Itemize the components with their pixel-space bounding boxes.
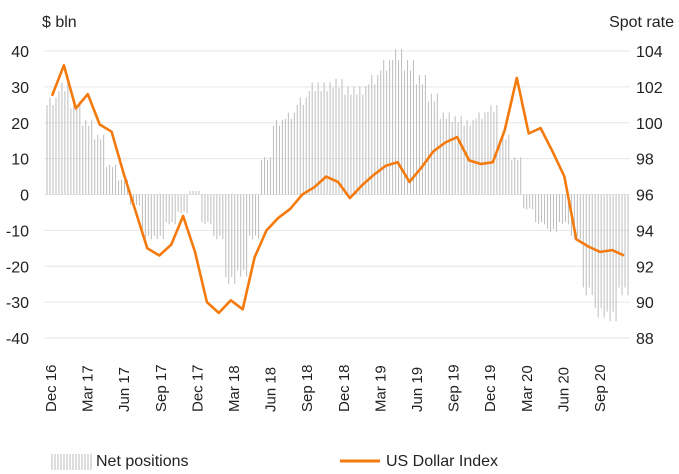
net-position-bar-Jun-20 — [547, 194, 557, 232]
right-tick-label: 92 — [636, 259, 654, 276]
net-position-bar-Dec-20 — [618, 194, 629, 296]
net-position-bar-Mar-18 — [225, 194, 236, 285]
left-tick-label: -20 — [6, 259, 29, 276]
net-position-bar-Jan-18 — [201, 194, 212, 225]
net-position-bar-Jan-19 — [344, 86, 355, 195]
net-position-bar-Oct-20 — [594, 194, 605, 318]
net-position-bar-Oct-18 — [308, 82, 319, 195]
net-position-bar-Feb-19 — [356, 86, 367, 195]
right-tick-label: 102 — [636, 80, 663, 97]
x-tick-label: Mar 19 — [372, 365, 389, 412]
net-position-bar-Sep-19 — [439, 112, 450, 195]
right-tick-label: 100 — [636, 116, 663, 133]
net-position-bar-Nov-20 — [606, 194, 617, 322]
net-position-bar-Apr-20 — [523, 194, 534, 210]
legend-label-net-positions: Net positions — [96, 453, 189, 470]
net-position-bar-Apr-18 — [237, 194, 248, 277]
x-tick-label: Mar 18 — [226, 365, 243, 412]
right-axis-ticks: 88 90 92 94 96 98 100 102 104 — [636, 44, 663, 348]
net-position-bar-Mar-19 — [368, 75, 379, 195]
net-position-bar-Feb-20 — [499, 134, 510, 195]
x-tick-label: Sep 18 — [299, 364, 316, 412]
left-tick-label: 10 — [11, 152, 29, 169]
net-position-bar-Dec-16 — [46, 97, 57, 195]
x-tick-label: Dec 16 — [43, 364, 60, 412]
net-position-bar-Oct-19 — [451, 116, 462, 195]
net-position-bar-Apr-19 — [380, 60, 391, 195]
left-axis-ticks: -40 -30 -20 -10 0 10 20 30 40 — [6, 44, 29, 348]
x-tick-label: Mar 20 — [519, 365, 536, 412]
net-position-bar-Nov-17 — [177, 194, 188, 214]
us-dollar-index-line — [50, 64, 625, 315]
right-tick-label: 90 — [636, 295, 654, 312]
x-axis-ticks: Dec 16 Mar 17 Jun 17 Sep 17 Dec 17 Mar 18 Jun … — [43, 364, 609, 412]
net-position-bar-Apr-17 — [94, 134, 105, 195]
legend-swatch-net-positions — [51, 454, 92, 470]
x-tick-label: Dec 17 — [189, 364, 206, 412]
right-tick-label: 94 — [636, 223, 654, 240]
left-tick-label: -30 — [6, 295, 29, 312]
gridlines — [44, 50, 630, 339]
net-position-bar-Jan-17 — [58, 82, 69, 195]
net-position-bar-Feb-17 — [70, 101, 81, 195]
net-position-bar-Jul-18 — [272, 119, 283, 195]
x-tick-label: Jun 18 — [263, 367, 280, 412]
net-position-bar-May-17 — [106, 164, 117, 195]
x-tick-label: Dec 19 — [482, 364, 499, 412]
net-position-bar-Jun-18 — [261, 157, 271, 195]
right-tick-label: 88 — [636, 331, 654, 348]
x-tick-label: Sep 17 — [153, 364, 170, 412]
net-position-bar-Aug-18 — [284, 112, 295, 195]
net-position-bar-May-19 — [392, 48, 403, 195]
x-tick-label: Jun 17 — [116, 367, 133, 412]
right-tick-label: 104 — [636, 44, 663, 61]
net-position-bar-Sep-17 — [153, 194, 164, 240]
legend: Net positions US Dollar Index — [51, 453, 498, 470]
net-position-bar-Dec-17 — [189, 190, 200, 195]
left-tick-label: 20 — [11, 116, 29, 133]
x-tick-label: Sep 20 — [592, 364, 609, 412]
left-axis-label: $ bln — [42, 14, 77, 31]
x-tick-label: Dec 18 — [336, 364, 353, 412]
right-tick-label: 96 — [636, 188, 654, 205]
left-tick-label: -40 — [6, 331, 29, 348]
net-position-bar-Jul-20 — [558, 194, 569, 225]
net-position-bar-Aug-17 — [141, 194, 152, 240]
x-tick-label: Jun 19 — [409, 367, 426, 412]
net-positions-bars — [46, 48, 629, 322]
left-tick-label: 40 — [11, 44, 29, 61]
us-dollar-index-line-group — [50, 64, 625, 315]
x-tick-label: Sep 19 — [446, 364, 463, 412]
net-position-bar-Oct-17 — [165, 194, 176, 225]
net-position-bar-Mar-17 — [82, 119, 93, 195]
x-tick-label: Jun 20 — [555, 367, 572, 412]
net-position-bar-Feb-18 — [213, 194, 224, 240]
net-position-bar-May-20 — [535, 194, 546, 225]
net-position-bar-Jan-20 — [487, 104, 498, 195]
net-position-bar-Dec-18 — [332, 78, 343, 195]
net-position-bar-Dec-19 — [475, 112, 486, 195]
right-axis-label: Spot rate — [609, 14, 674, 31]
right-tick-label: 98 — [636, 152, 654, 169]
net-position-bar-Mar-20 — [511, 157, 522, 195]
left-tick-label: 30 — [11, 80, 29, 97]
legend-label-us-dollar-index: US Dollar Index — [386, 453, 498, 470]
net-position-bar-Sep-18 — [296, 97, 307, 195]
x-tick-label: Mar 17 — [80, 365, 97, 412]
net-position-bar-Jul-19 — [415, 75, 426, 195]
left-tick-label: -10 — [6, 223, 29, 240]
left-tick-label: 0 — [20, 188, 29, 205]
net-position-bar-May-18 — [249, 194, 260, 240]
net-position-bar-Aug-19 — [427, 93, 438, 195]
